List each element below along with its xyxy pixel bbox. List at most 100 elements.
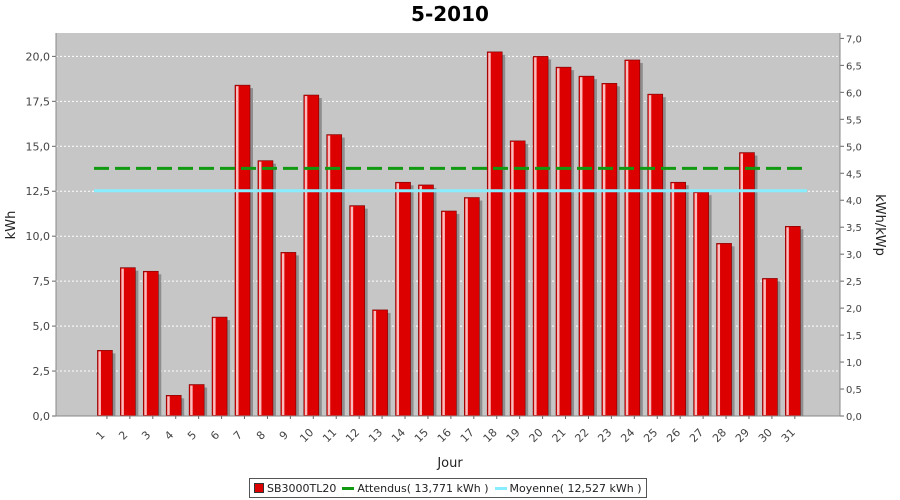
x-tick-label: 15 (412, 426, 431, 445)
x-tick-label: 18 (481, 426, 500, 445)
y2-tick-label: 1,5 (846, 331, 862, 342)
legend-item-series: SB3000TL20 (254, 482, 336, 495)
bar-highlight (534, 57, 537, 416)
x-tick-label: 25 (641, 426, 660, 445)
legend-label-average: Moyenne( 12,527 kWh ) (509, 481, 642, 495)
bar-highlight (190, 385, 193, 415)
bar-highlight (144, 272, 147, 415)
y-tick-label: 2,5 (33, 365, 51, 378)
legend: SB3000TL20 Attendus( 13,771 kWh ) Moyenn… (249, 478, 647, 498)
bar-highlight (98, 351, 101, 415)
y2-tick-label: 0,5 (846, 385, 862, 396)
right-y-axis: 0,0 0,5 1,0 1,5 2,0 2,5 3,0 3,5 4,0 4,5 5,0 5,5 6,0 6… (839, 33, 862, 423)
x-tick-label: 23 (595, 426, 614, 445)
x-tick-label: 22 (572, 426, 591, 445)
bar-highlight (327, 135, 331, 415)
x-tick-label: 20 (527, 426, 546, 445)
y-tick-label: 7,5 (33, 275, 51, 288)
legend-label-series: SB3000TL20 (267, 481, 337, 495)
expected-swatch (342, 486, 355, 490)
y-tick-label: 0,0 (33, 410, 51, 423)
x-tick-label: 9 (277, 428, 291, 442)
y2-tick-label: 2,5 (846, 277, 862, 288)
bar-highlight (488, 52, 491, 416)
x-tick-label: 14 (389, 426, 408, 445)
bar-highlight (763, 279, 766, 415)
x-tick-label: 24 (618, 426, 637, 445)
x-tick-label: 27 (687, 426, 706, 445)
x-tick-label: 10 (297, 426, 316, 445)
x-tick-label: 17 (458, 426, 477, 445)
bar-highlight (121, 268, 124, 415)
y2-tick-label: 2,0 (846, 304, 862, 315)
bar-highlight (740, 153, 743, 415)
bar-highlight (579, 77, 583, 415)
x-tick-label: 6 (208, 428, 222, 442)
x-tick-label: 5 (185, 428, 199, 442)
bar-highlight (694, 193, 698, 415)
x-tick-label: 19 (504, 426, 523, 445)
y2-tick-label: 3,0 (846, 250, 862, 261)
legend-item-expected: Attendus( 13,771 kWh ) (342, 481, 489, 495)
y2-tick-label: 0,0 (846, 412, 862, 423)
bar-highlight (373, 310, 377, 415)
legend-label-expected: Attendus( 13,771 kWh ) (357, 481, 489, 495)
x-tick-label: 1 (93, 428, 107, 442)
y-axis-label: kWh (4, 211, 19, 240)
x-tick-label: 3 (139, 428, 153, 442)
y2-tick-label: 3,5 (846, 223, 862, 234)
bar-highlight (442, 212, 445, 415)
bar-highlight (167, 396, 170, 415)
x-tick-label: 7 (231, 428, 245, 442)
y-tick-label: 5,0 (33, 320, 51, 333)
series-swatch (254, 483, 264, 493)
y-tick-label: 12,5 (26, 185, 51, 198)
x-tick-label: 30 (756, 426, 775, 445)
x-axis: 1 2 3 4 5 6 7 8 9 10 11 12 13 14 15 16 17 18 19 20 21 22 23 24 2… (56, 415, 840, 445)
chart: 5-2010 0,02,55,07,510,012,515,017,520,0 … (4, 2, 887, 471)
x-tick-label: 29 (733, 426, 752, 445)
bar-highlight (258, 161, 262, 415)
bar-highlight (557, 68, 560, 416)
left-y-axis: 0,0 2,5 5,0 7,5 10,0 12,5 15,0 17,5 20,0 (26, 33, 57, 423)
y2-tick-label: 5,0 (846, 142, 862, 153)
x-axis-label: Jour (436, 456, 463, 471)
x-tick-label: 26 (664, 426, 683, 445)
bar-highlight (350, 206, 354, 415)
x-tick-label: 2 (116, 428, 130, 442)
y2-tick-label: 4,5 (846, 169, 862, 180)
bar-highlight (236, 86, 239, 415)
y2-tick-label: 5,5 (846, 115, 862, 126)
y-tick-label: 17,5 (26, 95, 51, 108)
bar-highlight (396, 183, 400, 415)
x-tick-label: 31 (779, 426, 798, 445)
bar-highlight (465, 198, 468, 415)
y2-tick-label: 4,0 (846, 196, 862, 207)
y2-tick-label: 6,0 (846, 88, 862, 99)
bar-highlight (625, 60, 629, 415)
bar-highlight (602, 84, 606, 416)
bar-highlight (648, 95, 652, 416)
y-tick-label: 10,0 (26, 230, 51, 243)
bar-highlight (304, 96, 308, 415)
y2-axis-label: kWh/kWp (872, 194, 887, 256)
y-tick-label: 15,0 (26, 140, 51, 153)
legend-item-average: Moyenne( 12,527 kWh ) (494, 481, 642, 495)
bar-highlight (213, 318, 216, 415)
x-tick-label: 28 (710, 426, 729, 445)
x-tick-label: 21 (550, 426, 569, 445)
chart-title: 5-2010 (411, 2, 489, 26)
x-tick-label: 16 (435, 426, 454, 445)
y2-tick-label: 6,5 (846, 61, 862, 72)
average-swatch (494, 486, 507, 490)
bar-highlight (281, 253, 285, 415)
y-tick-label: 20,0 (26, 50, 51, 63)
bar-highlight (786, 227, 789, 415)
x-tick-label: 4 (162, 428, 176, 442)
reference-lines (94, 166, 807, 193)
y2-tick-label: 1,0 (846, 358, 862, 369)
x-tick-label: 12 (343, 426, 362, 445)
x-tick-label: 13 (366, 426, 385, 445)
x-tick-label: 11 (320, 426, 339, 445)
bar-highlight (717, 244, 721, 415)
